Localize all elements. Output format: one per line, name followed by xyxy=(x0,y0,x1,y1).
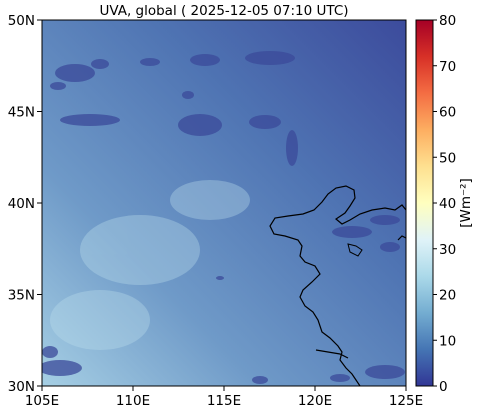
colorbar-tick-label: 20 xyxy=(439,288,456,304)
y-tick-label: 35N xyxy=(8,288,35,304)
colorbar: 0 10 20 30 40 50 60 70 80 [Wm⁻²] xyxy=(415,13,474,395)
y-tick-label: 45N xyxy=(8,105,35,121)
y-tick-label: 50N xyxy=(8,13,35,29)
colorbar-tick-label: 80 xyxy=(439,13,456,29)
colorbar-label: [Wm⁻²] xyxy=(458,178,474,228)
chart-title: UVA, global ( 2025-12-05 07:10 UTC) xyxy=(99,3,348,19)
colorbar-tick-label: 0 xyxy=(439,379,448,395)
colorbar-tick-label: 60 xyxy=(439,105,456,121)
y-tick-label: 40N xyxy=(8,196,35,212)
colorbar-tick-label: 70 xyxy=(439,59,456,75)
x-tick-label: 125E xyxy=(389,393,423,409)
coastline xyxy=(269,185,406,386)
y-tick-label: 30N xyxy=(8,379,35,395)
colorbar-tick-label: 40 xyxy=(439,196,456,212)
colorbar-gradient xyxy=(415,19,434,387)
colorbar-tick-label: 10 xyxy=(439,333,456,349)
x-tick-label: 110E xyxy=(116,393,150,409)
x-axis: 105E 110E 115E 120E 125E xyxy=(25,386,423,409)
y-axis: 50N 45N 40N 35N 30N xyxy=(8,13,42,395)
colorbar-tick-label: 30 xyxy=(439,242,456,258)
x-tick-label: 120E xyxy=(298,393,332,409)
x-tick-label: 115E xyxy=(207,393,241,409)
heatmap-field xyxy=(42,20,406,386)
x-tick-label: 105E xyxy=(25,393,59,409)
colorbar-tick-label: 50 xyxy=(439,150,456,166)
